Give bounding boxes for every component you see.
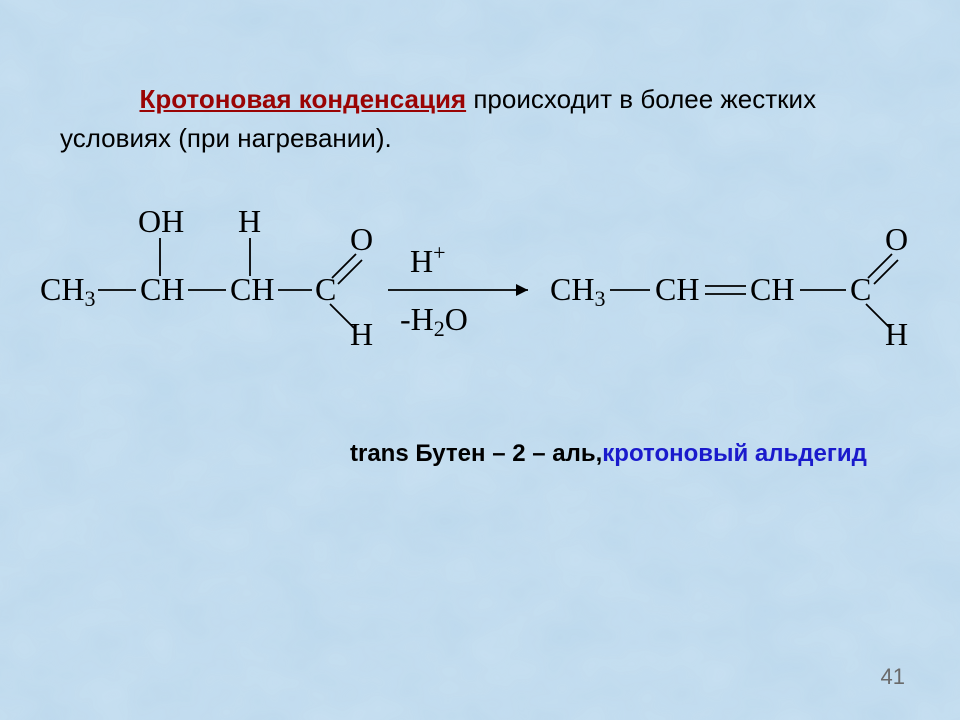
arrow-head xyxy=(516,284,528,296)
product-caption: trans Бутен – 2 – аль,кротоновый альдеги… xyxy=(350,440,867,468)
right-h-ald: H xyxy=(885,316,908,352)
right-c3: CH xyxy=(750,271,794,307)
right-o: O xyxy=(885,221,908,257)
left-h-ald: H xyxy=(350,316,373,352)
slide-number: 41 xyxy=(881,664,905,690)
left-c3: CH xyxy=(230,271,274,307)
left-oh: OH xyxy=(138,203,184,239)
title-highlight: Кротоновая конденсация xyxy=(139,84,466,114)
bond xyxy=(868,254,892,278)
reaction-scheme: CH3 CH CH C OH H O H H+ -H2O CH3 CH CH C xyxy=(30,190,940,390)
left-o: O xyxy=(350,221,373,257)
right-c4: C xyxy=(850,271,871,307)
left-c2: CH xyxy=(140,271,184,307)
left-ch3: CH3 xyxy=(40,271,95,311)
left-h-sub: H xyxy=(238,203,261,239)
right-ch3: CH3 xyxy=(550,271,605,311)
title-text: Кротоновая конденсация происходит в боле… xyxy=(60,80,920,158)
arrow-top: H+ xyxy=(410,240,446,279)
bond xyxy=(338,260,362,284)
bond xyxy=(874,260,898,284)
bond xyxy=(332,254,356,278)
right-c2: CH xyxy=(655,271,699,307)
arrow-bottom: -H2O xyxy=(400,301,468,341)
